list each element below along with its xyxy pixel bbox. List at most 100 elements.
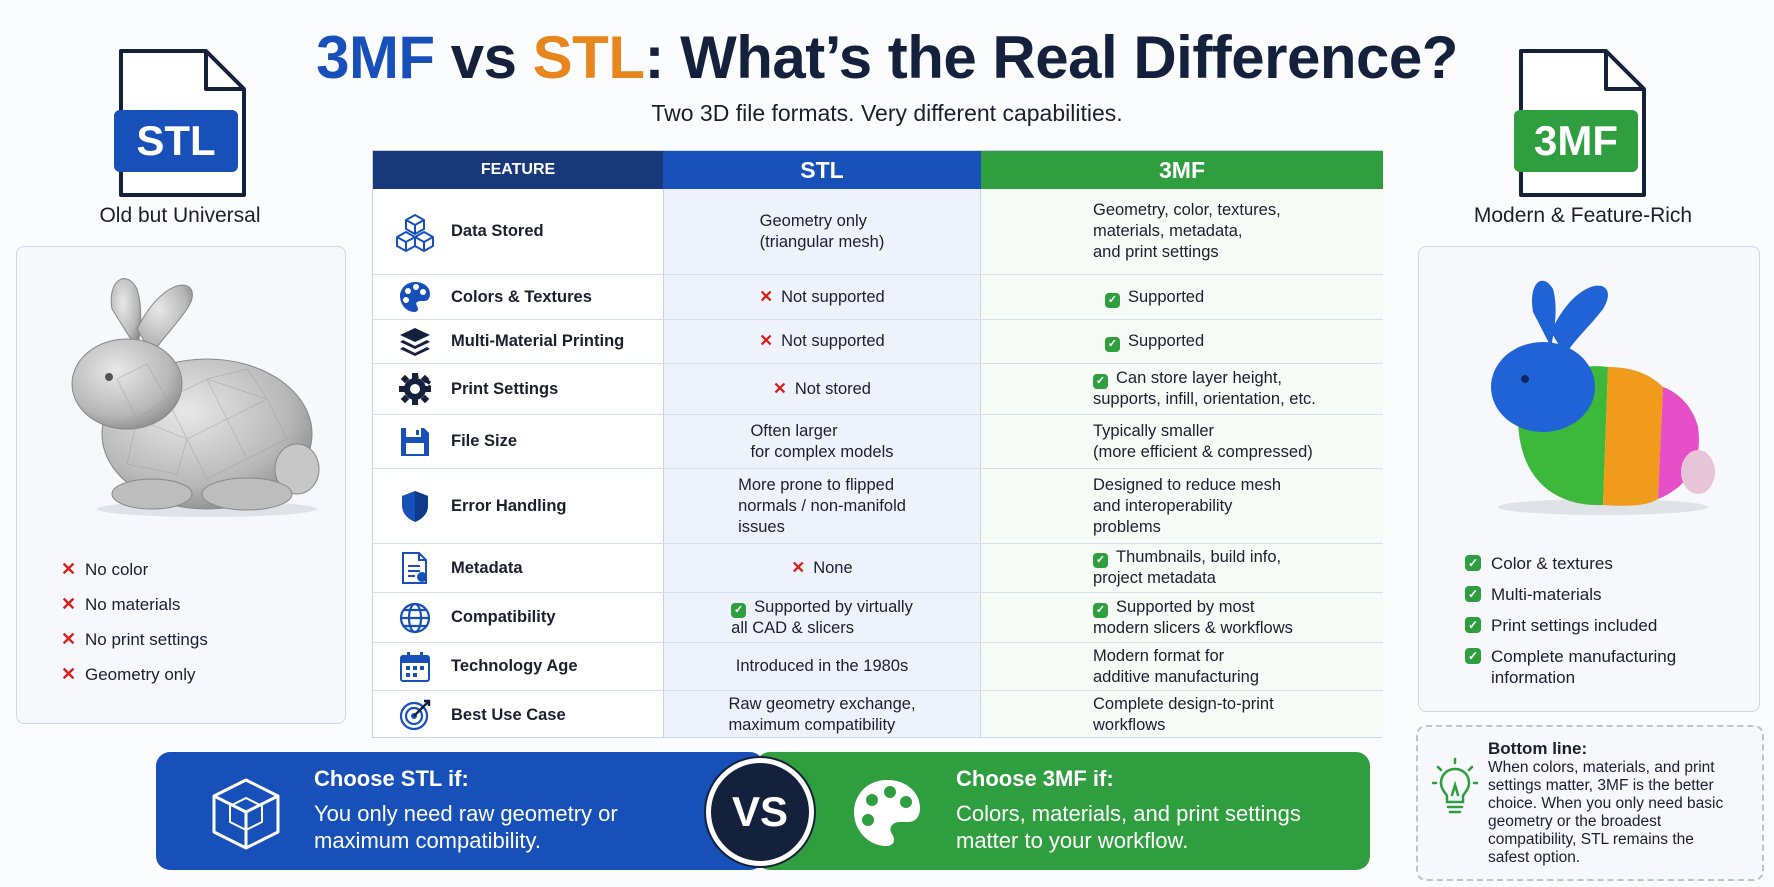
cubes-icon [395, 212, 435, 252]
feature-cell: Print Settings [373, 364, 663, 414]
feature-label: Colors & Textures [451, 287, 592, 306]
stl-cell: ✕ Not stored [663, 364, 981, 414]
feature-label: Print Settings [451, 379, 559, 398]
stl-cell: Raw geometry exchange, maximum compatibil… [663, 691, 981, 739]
cross-icon: ✕ [61, 629, 77, 649]
check-icon: ✓ [1105, 337, 1120, 352]
choose-stl-banner: Choose STL if: You only need raw geometr… [156, 752, 764, 870]
stl-limitations-list: ✕ No color ✕ No materials ✕ No print settin… [61, 559, 208, 685]
header-stl: STL [663, 151, 981, 189]
list-item: ✓ Complete manufacturing information [1465, 646, 1685, 688]
choose-stl-text: You only need raw geometry or maximum co… [314, 801, 618, 853]
3mf-value: Designed to reduce mesh and interoperabil… [1093, 475, 1282, 536]
choose-3mf-banner: Choose 3MF if: Colors, materials, and pr… [756, 752, 1370, 870]
check-icon: ✓ [1093, 553, 1108, 568]
cross-icon: ✕ [791, 558, 806, 577]
3mf-cell: Modern format for additive manufacturing [981, 643, 1383, 690]
table-row: Multi-Material Printing ✕ Not supported ✓ Su… [373, 319, 1383, 363]
cross-icon: ✕ [61, 664, 77, 684]
calendar-icon [395, 647, 435, 687]
gray-bunny-image [71, 278, 320, 517]
feature-label: File Size [451, 432, 518, 450]
check-icon: ✓ [1465, 586, 1481, 602]
stl-value: Supported by virtually all CAD & slicers [731, 597, 913, 637]
list-item: ✕ No materials [61, 594, 181, 614]
feature-cell: Best Use Case [373, 691, 663, 739]
bottom-line-text: When colors, materials, and print settin… [1488, 759, 1724, 866]
feature-label: Technology Age [451, 657, 578, 675]
palette-icon [854, 780, 920, 846]
choose-stl-title: Choose STL if: [314, 766, 469, 791]
stl-file-icon: STL [114, 48, 248, 198]
stl-value: Introduced in the 1980s [735, 657, 909, 675]
3mf-value: Thumbnails, build info, project metadata [1093, 548, 1282, 587]
list-item: ✕ No color [61, 559, 149, 579]
comparison-table: FEATURE STL 3MF Data Stored Geometry only… [372, 150, 1383, 739]
lightbulb-icon [1432, 757, 1478, 814]
feature-cell: Metadata [373, 544, 663, 592]
3mf-value: Typically smaller (more efficient & compr… [1093, 421, 1313, 461]
cross-icon: ✕ [61, 594, 77, 614]
check-icon: ✓ [1465, 648, 1481, 664]
3mf-cell: ✓ Supported [981, 320, 1383, 363]
stl-caption: Old but Universal [99, 204, 261, 227]
layers-icon [395, 322, 435, 362]
color-bunny-image [1491, 280, 1715, 515]
shield-icon [395, 486, 435, 526]
choose-3mf-title: Choose 3MF if: [956, 766, 1114, 791]
palette-icon [395, 277, 435, 317]
bottom-line-title: Bottom line: [1488, 739, 1588, 758]
feature-cell: Compatibility [373, 593, 663, 642]
table-row: Best Use Case Raw geometry exchange, maxim… [373, 690, 1383, 739]
3mf-panel: ✓ Color & textures ✓ Multi-materials ✓ Prin… [1418, 246, 1760, 712]
stl-value: More prone to flipped normals / non-manif… [738, 475, 906, 536]
3mf-value: Can store layer height, supports, infill,… [1093, 369, 1316, 408]
check-icon: ✓ [1465, 555, 1481, 571]
3mf-value: Supported [1128, 332, 1205, 350]
choose-3mf-text: Colors, materials, and print settings ma… [956, 801, 1301, 853]
list-item: ✓ Color & textures [1465, 553, 1685, 574]
header-3mf: 3MF [981, 151, 1383, 189]
table-row: Compatibility ✓ Supported by virtually all … [373, 592, 1383, 642]
feature-label: Metadata [451, 558, 523, 577]
target-icon [395, 695, 435, 735]
table-row: File Size Often larger for complex models T… [373, 414, 1383, 468]
table-row: Technology Age Introduced in the 1980s Mod… [373, 642, 1383, 690]
table-row: Metadata ✕ None ✓ Thumbnails, build info, pro… [373, 543, 1383, 592]
stl-cell: Geometry only (triangular mesh) [663, 189, 981, 274]
table-row: Data Stored Geometry only (triangular mesh… [373, 189, 1383, 274]
cross-icon: ✕ [759, 332, 774, 350]
stl-value: None [813, 558, 853, 577]
stl-cell: ✕ Not supported [663, 320, 981, 363]
3mf-cell: Geometry, color, textures, materials, met… [981, 189, 1383, 274]
list-item: ✓ Multi-materials [1465, 584, 1685, 605]
feature-cell: File Size [373, 415, 663, 468]
header-feature: FEATURE [373, 151, 663, 189]
3mf-cell: Typically smaller (more efficient & compr… [981, 415, 1383, 468]
document-icon [395, 548, 435, 588]
cube-wireframe-icon [212, 778, 280, 850]
check-icon: ✓ [1465, 617, 1481, 633]
3mf-cell: Designed to reduce mesh and interoperabil… [981, 469, 1383, 543]
feature-cell: Colors & Textures [373, 275, 663, 319]
table-row: Error Handling More prone to flipped norma… [373, 468, 1383, 543]
feature-label: Compatibility [451, 608, 556, 626]
stl-cell: Often larger for complex models [663, 415, 981, 468]
table-row: Print Settings ✕ Not stored ✓ Can store laye… [373, 363, 1383, 414]
3mf-value: Geometry, color, textures, materials, met… [1093, 201, 1281, 261]
feature-label: Data Stored [451, 222, 544, 240]
gear-icon [395, 369, 435, 409]
check-icon: ✓ [1093, 374, 1108, 389]
stl-cell: ✕ None [663, 544, 981, 592]
3mf-cell: ✓ Can store layer height, supports, infill… [981, 364, 1383, 414]
3mf-cell: ✓ Thumbnails, build info, project metadata [981, 544, 1383, 592]
check-icon: ✓ [1105, 292, 1120, 308]
stl-value: Not stored [794, 379, 871, 398]
list-item: ✓ Print settings included [1465, 615, 1685, 636]
globe-icon [395, 598, 435, 638]
3mf-caption: Modern & Feature-Rich [1473, 204, 1693, 227]
feature-cell: Multi-Material Printing [373, 320, 663, 363]
3mf-cell: ✓ Supported by most modern slicers & workf… [981, 593, 1383, 642]
stl-value: Geometry only (triangular mesh) [759, 211, 885, 251]
3mf-features-list: ✓ Color & textures ✓ Multi-materials ✓ Prin… [1465, 553, 1685, 688]
